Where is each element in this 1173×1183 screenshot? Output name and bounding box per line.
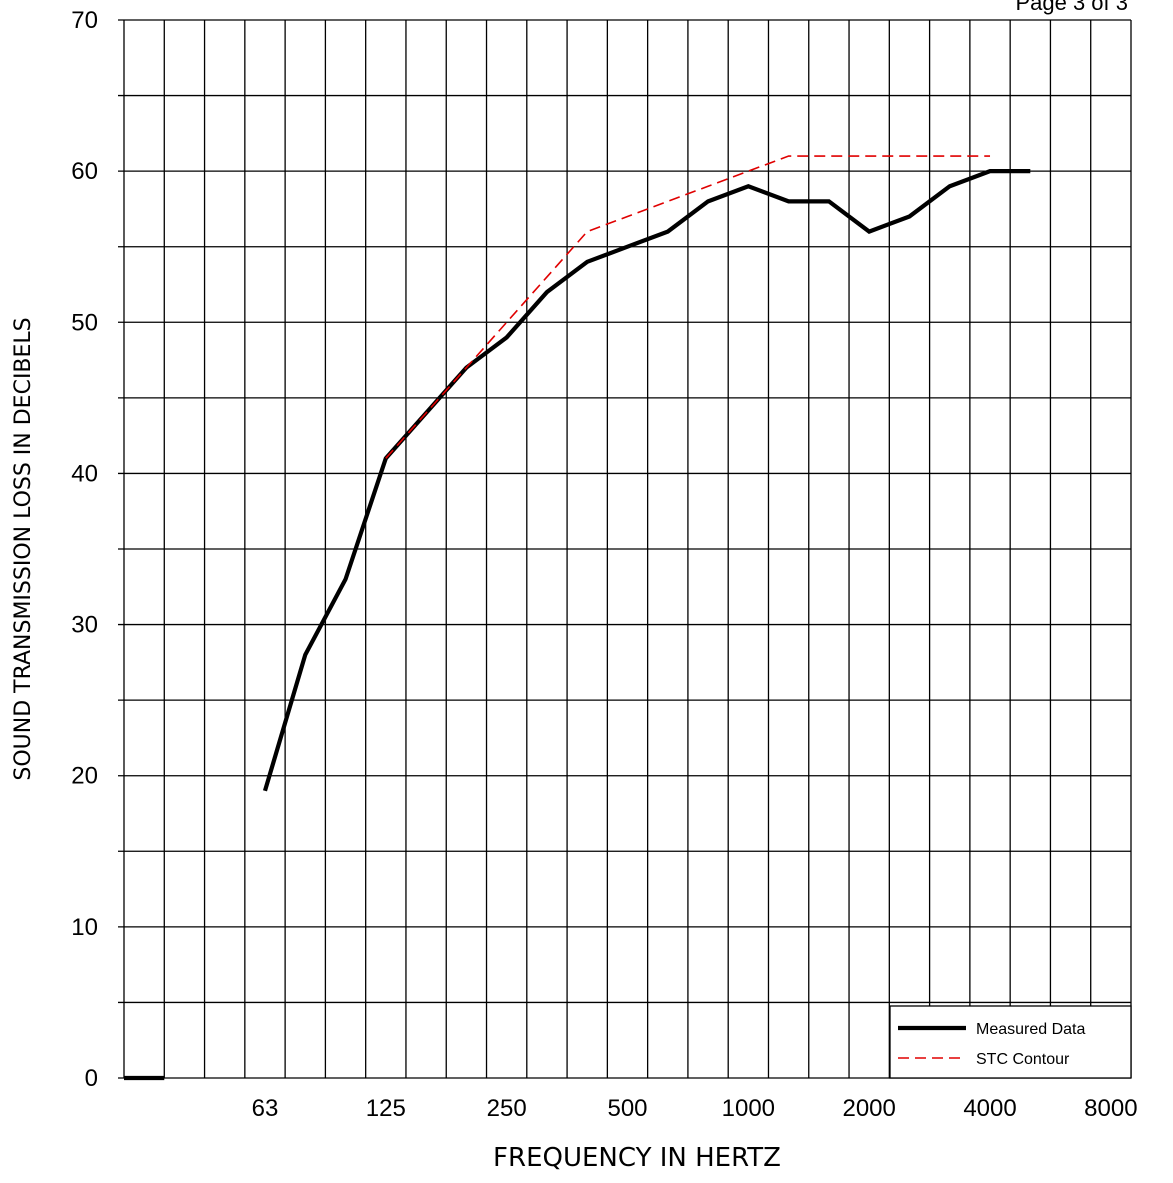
- x-tick-label: 2000: [842, 1095, 895, 1122]
- y-tick-label: 40: [71, 460, 98, 487]
- y-tick-label: 60: [71, 158, 98, 185]
- y-tick-label: 10: [71, 914, 98, 941]
- x-axis-tick-labels: 63 125 250 500 1000 2000 4000 8000: [252, 1095, 1138, 1122]
- y-tick-label: 50: [71, 309, 98, 336]
- page-number-label: Page 3 of 3: [1015, 0, 1128, 15]
- y-tick-label: 70: [71, 7, 98, 34]
- x-axis-label: FREQUENCY IN HERTZ: [493, 1143, 781, 1173]
- x-tick-label: 125: [366, 1095, 406, 1122]
- series-layer: [124, 155, 1031, 1081]
- legend: Measured Data STC Contour: [889, 1005, 1132, 1079]
- legend-label: STC Contour: [976, 1051, 1070, 1068]
- x-tick-label: 63: [252, 1095, 279, 1122]
- x-tick-label: 250: [487, 1095, 527, 1122]
- x-tick-label: 500: [607, 1095, 647, 1122]
- legend-box: [889, 1005, 1132, 1079]
- chart-grid: [118, 19, 1132, 1079]
- x-tick-label: 8000: [1084, 1095, 1137, 1122]
- series-line-stc-contour: [385, 155, 991, 459]
- y-tick-label: 30: [71, 612, 98, 639]
- x-tick-label: 4000: [963, 1095, 1016, 1122]
- x-tick-label: 1000: [722, 1095, 775, 1122]
- y-axis-label: SOUND TRANSMISSION LOSS IN DECIBELS: [11, 317, 36, 780]
- y-axis-tick-labels: 0 10 20 30 40 50 60 70: [71, 7, 98, 1092]
- legend-label: Measured Data: [976, 1021, 1085, 1038]
- y-tick-label: 20: [71, 763, 98, 790]
- y-tick-label: 0: [85, 1065, 98, 1092]
